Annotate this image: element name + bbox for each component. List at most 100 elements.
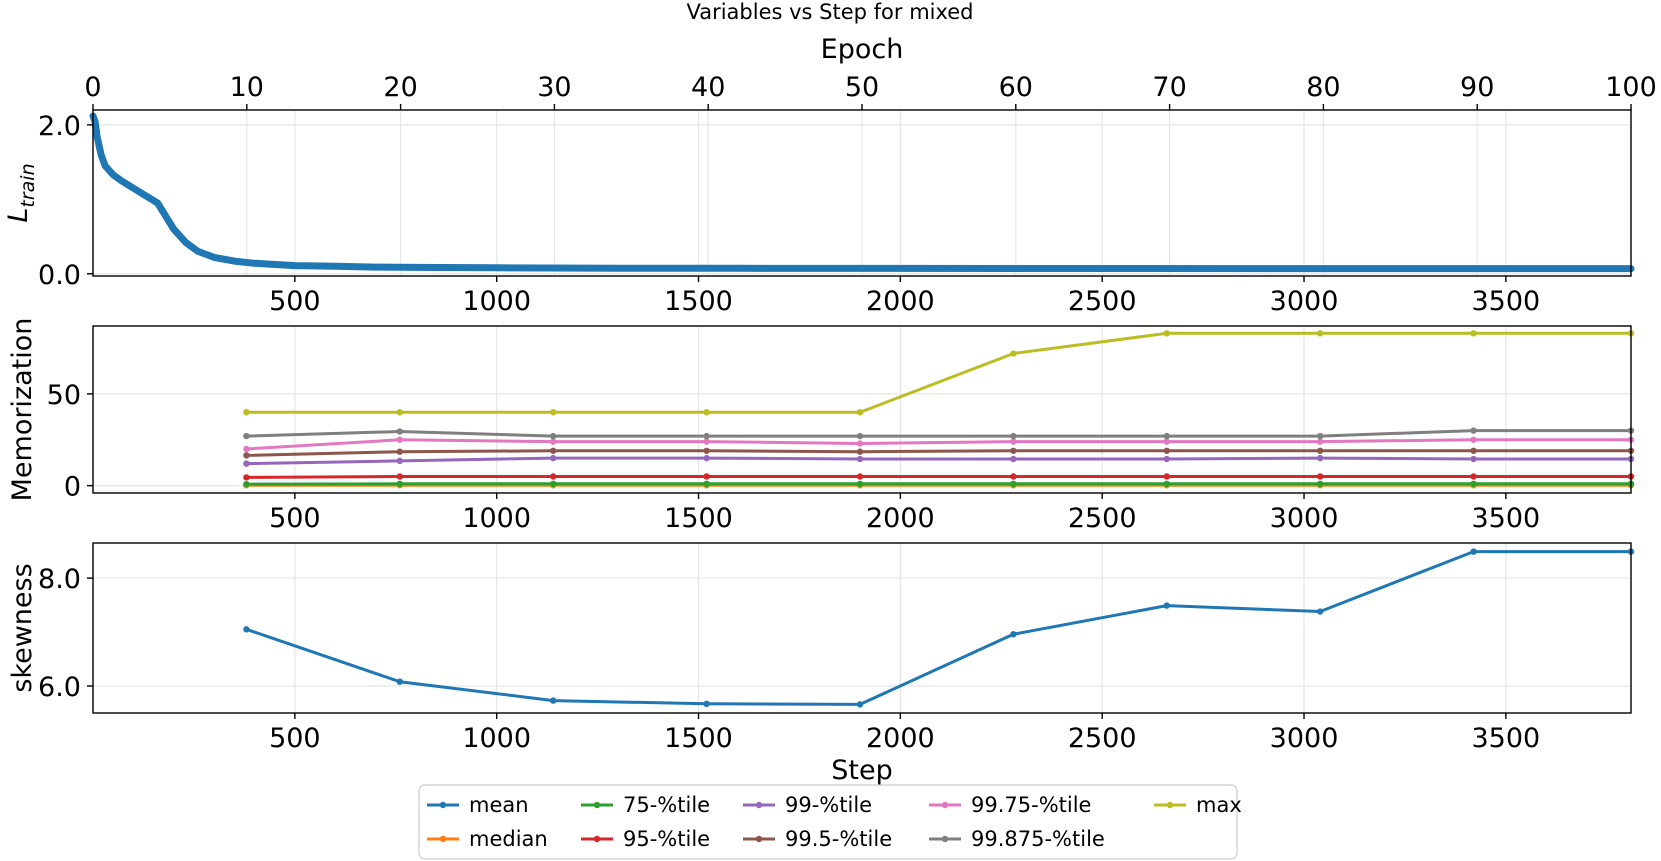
data-point-99-tile [243,460,250,467]
axes-frame [92,542,1632,714]
data-point-99-75-tile [856,440,864,447]
epoch-tick-label: 80 [1306,72,1340,103]
x-tick-label: 2000 [866,286,935,317]
data-point-75-tile [856,480,864,488]
y-tick-label: 50 [47,380,81,411]
epoch-tick-label: 10 [230,72,264,103]
data-point-75-tile [1010,480,1017,488]
data-point-mean [243,626,250,633]
series-line-mean [245,550,1631,706]
x-tick-label: 3000 [1270,286,1339,317]
top-axis-label: Epoch [821,34,904,65]
epoch-tick-label: 20 [383,72,417,103]
data-point-95-tile [549,473,557,480]
legend-swatch-marker [439,801,447,809]
data-point-max [1470,330,1477,337]
x-tick-label: 1000 [462,723,531,754]
data-point-99-5-tile [856,448,864,455]
data-point-99-875-tile [243,432,250,440]
data-point-75-tile [243,480,250,488]
data-point-99-875-tile [1316,432,1324,440]
data-point-99-875-tile [1163,432,1170,440]
legend-label: 99.75-%tile [971,793,1091,817]
loss-panel: 500 1000 1500 2000 2500 3000 3500 0.0 2.00 10 20 30… [3,72,1657,317]
legend-swatch-marker [593,835,601,843]
data-point-99-875-tile [1470,427,1477,434]
data-point-max [396,409,403,416]
legend-swatch-marker [755,835,763,843]
series-line-99-tile [246,456,1631,466]
legend-swatch-marker [593,801,601,809]
data-point-max [243,409,250,416]
data-point-99-75-tile [549,438,557,445]
axes-frame [92,325,1632,494]
data-point-95-tile [1470,473,1477,480]
data-point-99-tile [703,454,710,462]
data-point-95-tile [856,473,864,480]
epoch-tick-label: 0 [84,72,101,103]
epoch-tick-label: 50 [845,72,879,103]
y-tick-label: 0 [64,472,81,503]
data-point-99-75-tile [1163,438,1170,445]
x-tick-label: 1000 [462,286,531,317]
x-tick-label: 1000 [462,503,531,534]
y-axis-label: skewness [7,563,38,692]
data-point-mean [1010,631,1017,638]
data-point-mean [396,678,403,685]
x-tick-label: 500 [269,286,321,317]
epoch-tick-label: 30 [537,72,571,103]
data-point-99-75-tile [703,438,710,445]
y-tick-label: 6.0 [38,672,81,703]
data-point-99-tile [1163,455,1170,463]
data-point-99-tile [396,457,403,465]
y-axis-label-subscript: train [17,163,39,207]
data-point-75-tile [703,480,710,488]
x-tick-label: 1500 [664,503,733,534]
data-point-99-5-tile [243,452,250,459]
data-point-99-tile [1470,455,1477,463]
epoch-tick-label: 40 [691,72,725,103]
x-tick-label: 3000 [1270,723,1339,754]
data-point-max [1163,330,1170,337]
x-tick-label: 1500 [664,286,733,317]
legend-swatch-marker [755,801,763,809]
legend: mean median 75-%tile 95-%tile 99-%tile 99.5-%… [418,784,1242,860]
x-tick-label: 2500 [1068,723,1137,754]
data-point-95-tile [1010,473,1017,480]
epoch-tick-label: 100 [1605,72,1657,103]
x-tick-label: 2500 [1068,503,1137,534]
epoch-tick-label: 70 [1152,72,1186,103]
legend-frame [418,784,1238,860]
data-point-75-tile [396,480,403,488]
data-point-99-5-tile [1316,447,1324,454]
data-point-99-5-tile [1163,447,1170,454]
x-tick-label: 3000 [1270,503,1339,534]
y-axis-label: Ltrain [3,163,39,222]
data-point-99-875-tile [1010,432,1017,440]
y-axis-label: Memorization [7,318,38,502]
series-line-99-5-tile [246,449,1631,457]
legend-label: 99.875-%tile [971,827,1105,851]
data-point-99-75-tile [396,436,403,443]
data-point-95-tile [243,474,250,481]
legend-swatch-marker [439,835,447,843]
data-point-99-75-tile [243,445,250,453]
x-tick-label: 3500 [1472,503,1541,534]
data-point-95-tile [396,473,403,480]
legend-label: 95-%tile [623,827,710,851]
data-point-99-875-tile [396,428,403,435]
data-point-99-5-tile [549,447,557,454]
x-tick-label: 500 [269,723,321,754]
data-point-99-tile [1010,455,1017,463]
legend-label: 99-%tile [785,793,872,817]
x-tick-label: 2000 [866,723,935,754]
bottom-axis-label: Step [831,755,892,786]
data-point-75-tile [1163,480,1170,488]
y-axis-label-main: L [3,208,34,223]
x-tick-label: 3500 [1472,723,1541,754]
data-point-mean [1163,602,1170,609]
data-point-99-75-tile [1316,438,1324,445]
data-point-99-5-tile [703,447,710,454]
series-line-95-tile [246,475,1631,479]
